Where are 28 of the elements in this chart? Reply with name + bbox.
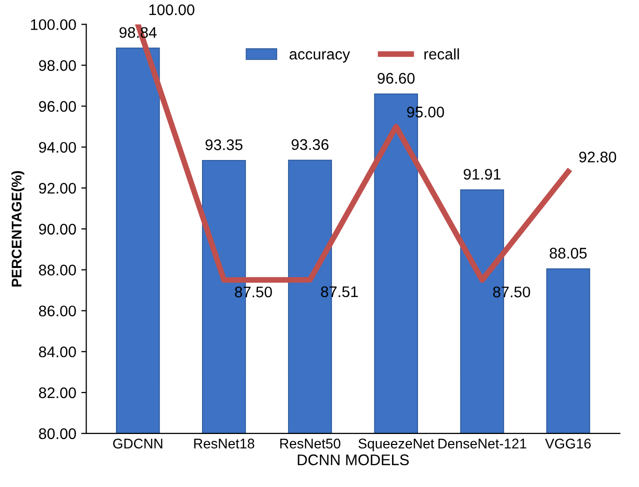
x-tick-label: ResNet18 [194,438,254,448]
y-tick-label: 90.00 [39,224,76,235]
y-tick-label: 96.00 [39,101,76,112]
y-tick-label: 94.00 [39,142,76,153]
x-axis-title: DCNN MODELS [298,454,409,466]
data-label: 100.00 [149,4,194,16]
y-tick-label: 98.00 [39,60,76,71]
data-label: 96.60 [378,72,415,84]
y-tick-label: 92.00 [39,182,76,194]
data-label: 93.36 [292,139,328,150]
x-tick-label: SqueezeNet [358,438,434,452]
data-label: 91.91 [464,168,501,180]
legend-label: accuracy [290,51,350,63]
y-tick-label: 80.00 [38,428,76,440]
x-tick-label: GDCNN [113,438,162,448]
data-label: 93.35 [206,139,242,150]
y-tick-label: 82.00 [38,387,76,398]
x-tick-label: ResNet50 [280,438,340,448]
legend-label: recall [424,48,459,60]
x-tick-label: VGG16 [545,438,591,448]
data-label: 92.80 [579,152,616,162]
y-tick-label: 88.00 [38,264,76,276]
y-axis-title: PERCENTAGE(%) [11,171,24,286]
y-tick-label: 86.00 [38,306,76,316]
y-tick-label: 84.00 [38,346,76,358]
data-label: 88.05 [550,248,587,259]
y-tick-label: 100.00 [30,19,76,30]
x-tick-label: DenseNet-121 [438,438,526,448]
